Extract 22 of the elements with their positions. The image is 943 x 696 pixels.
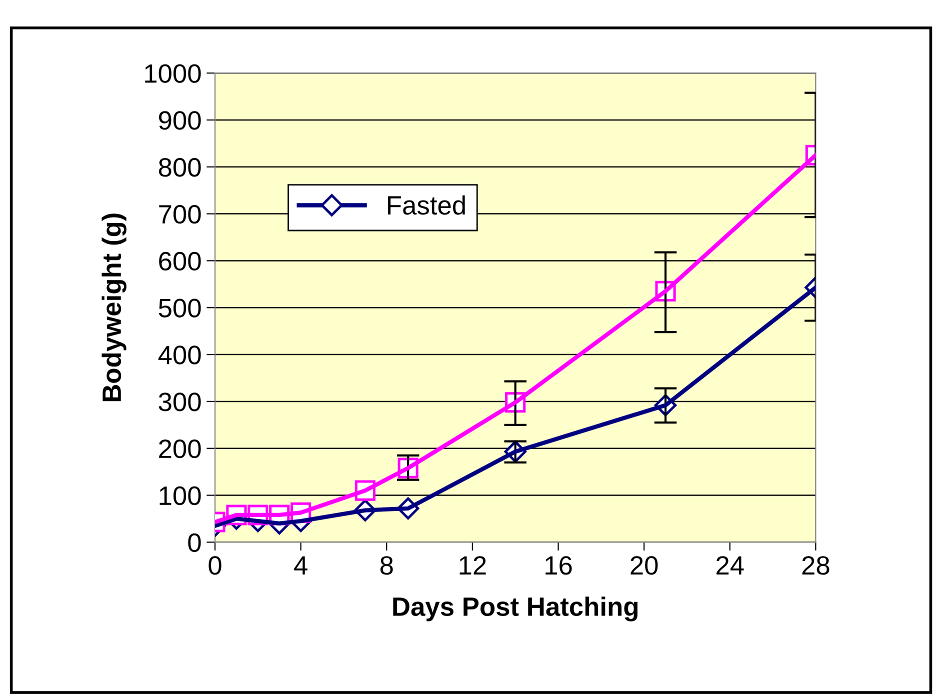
x-tick-label: 24 [716,556,744,574]
y-tick-label: 200 [159,440,201,458]
x-axis-title: Days Post Hatching [393,596,638,622]
x-tick-label: 0 [208,556,222,575]
x-tick-label: 4 [294,556,308,574]
y-tick-label: 1000 [145,64,201,83]
y-axis-title: Bodyweight (g) [102,214,126,402]
y-tick-label: 700 [159,204,201,224]
x-tick-label: 8 [380,556,393,575]
x-tick-label: 12 [460,556,486,574]
x-tick-label: 28 [802,556,830,575]
y-tick-label: 800 [158,158,201,177]
legend-label: Fasted [388,195,465,215]
y-tick-label: 600 [159,252,201,271]
y-tick-label: 100 [160,486,201,506]
y-tick-label: 900 [159,111,201,130]
y-tick-label: 500 [158,298,201,318]
x-tick-label: 16 [546,556,572,575]
y-tick-label: 300 [158,392,201,412]
x-tick-label: 20 [630,556,658,575]
y-tick-label: 0 [188,533,201,552]
y-tick-label: 400 [158,346,201,364]
